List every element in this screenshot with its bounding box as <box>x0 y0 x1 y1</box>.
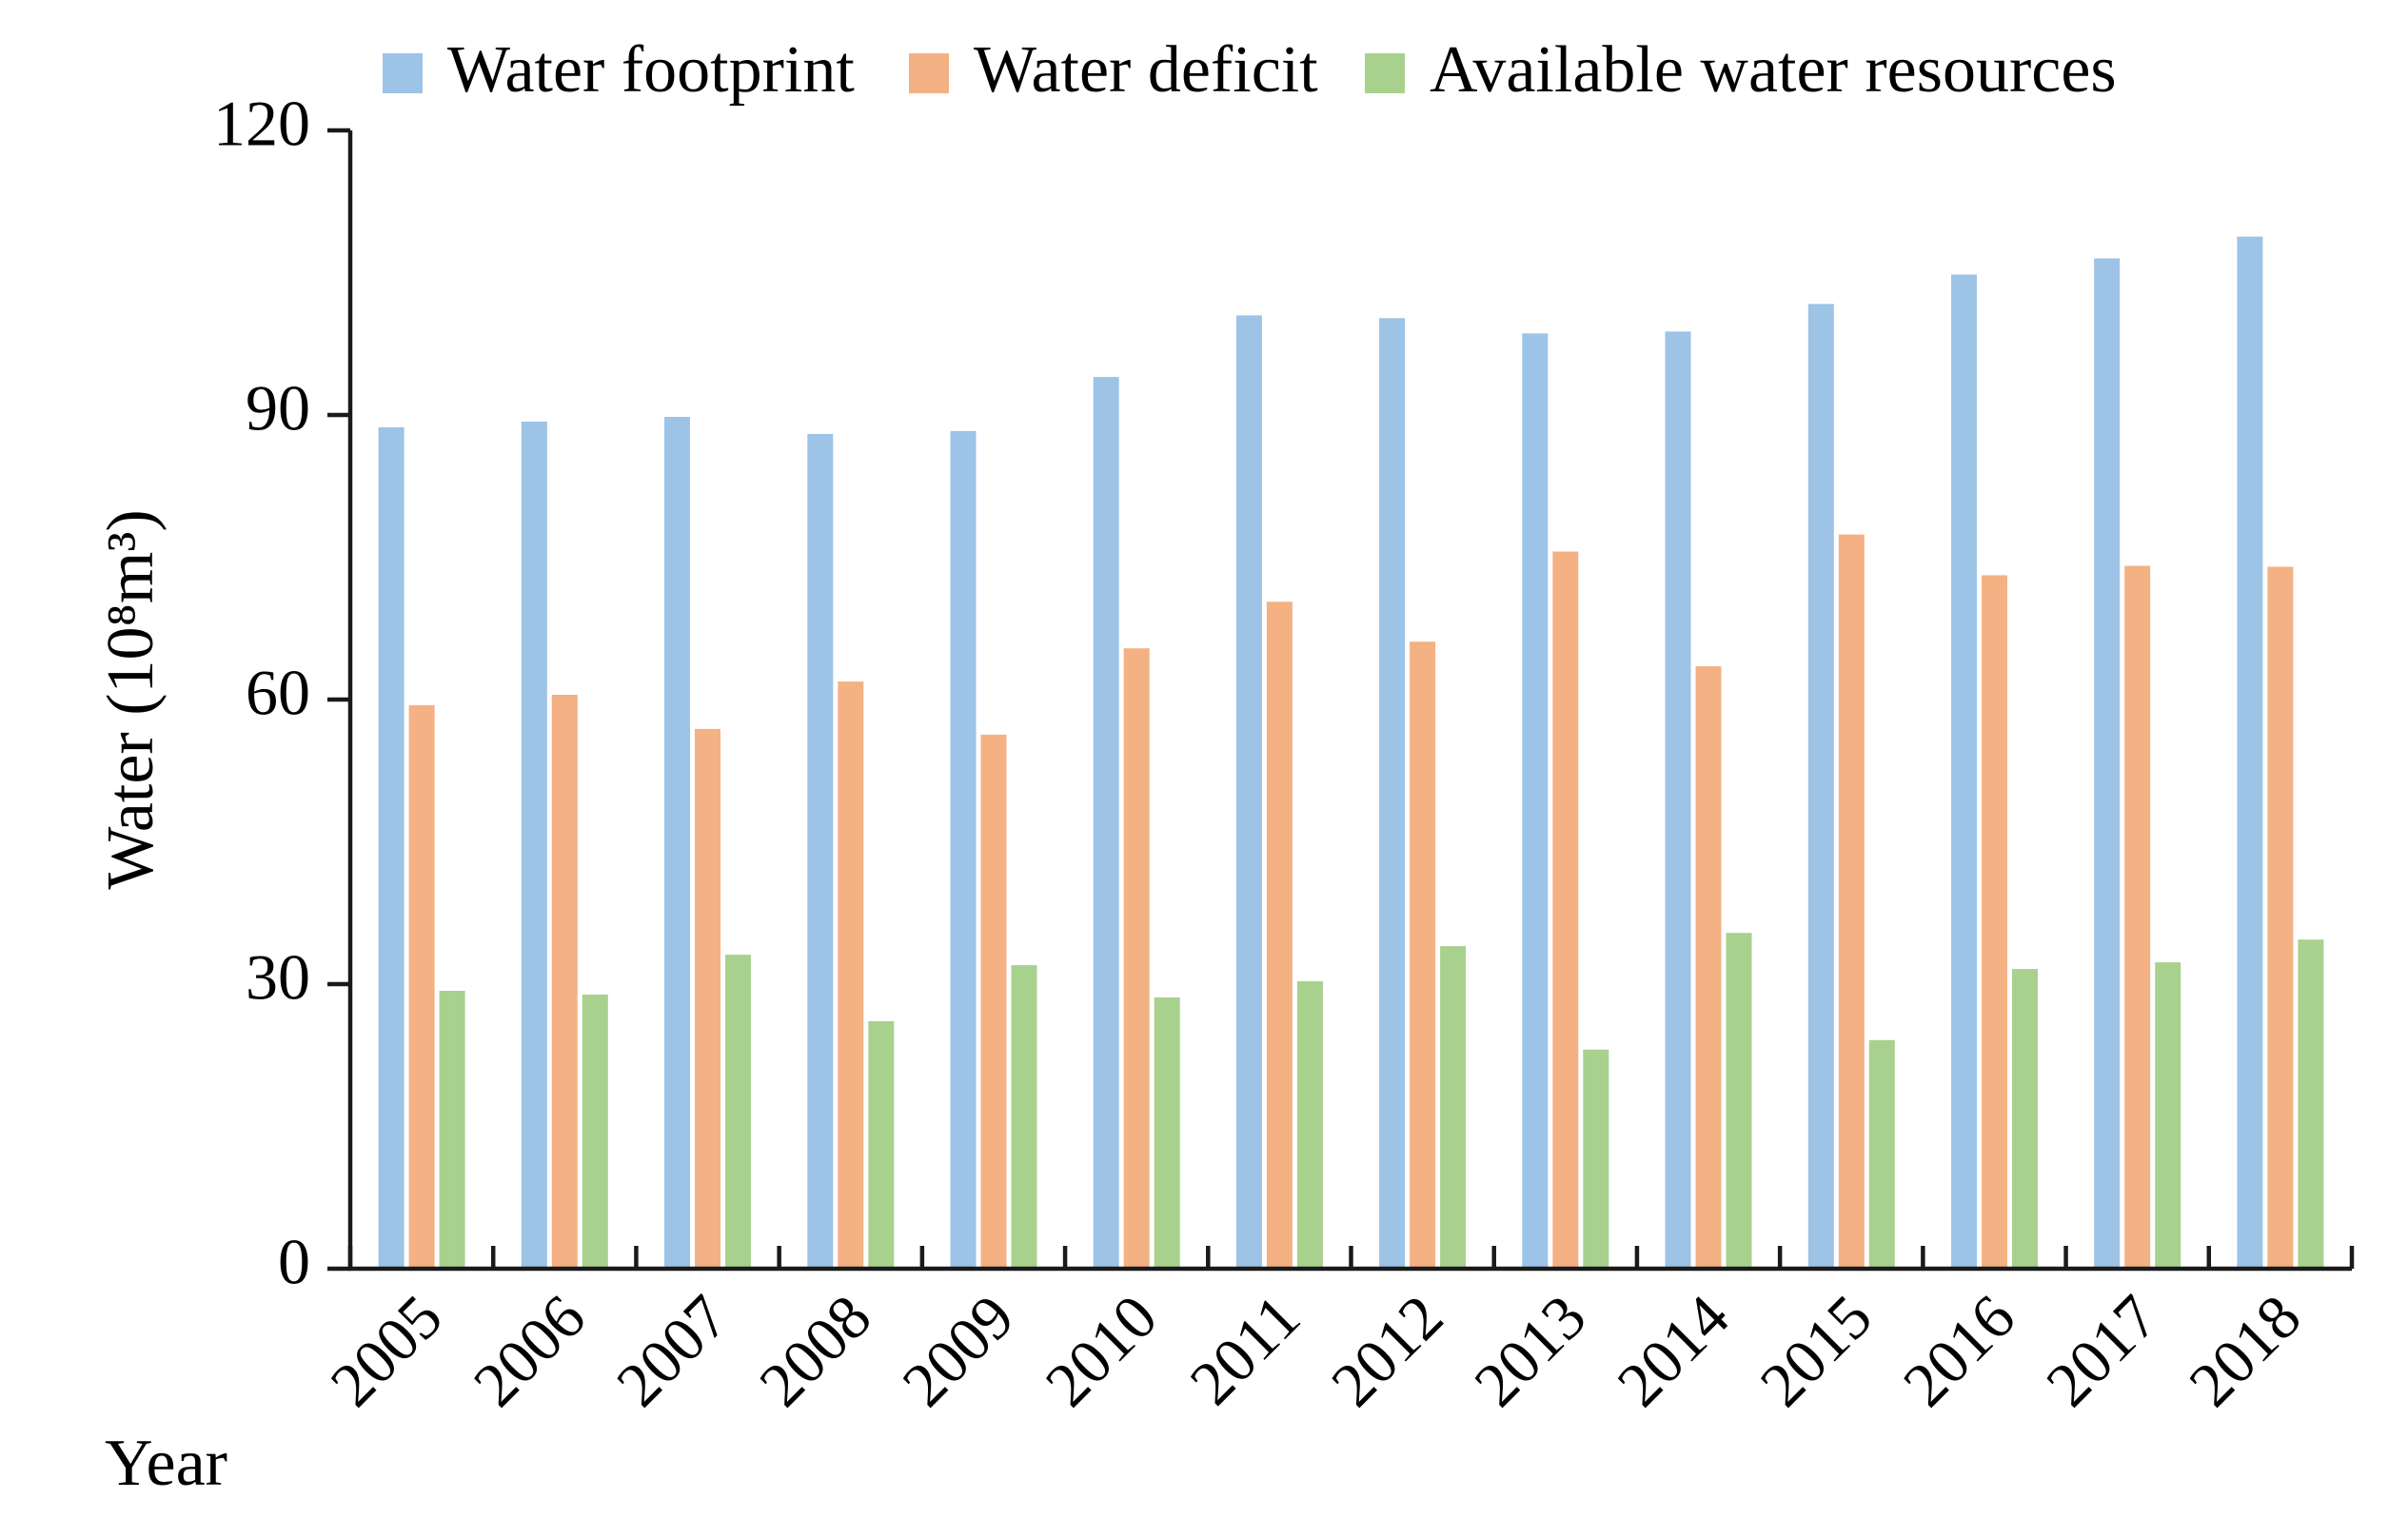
bar-water-footprint-2006 <box>521 422 547 1269</box>
x-tick-label-2007: 2007 <box>603 1282 741 1420</box>
x-tick-label-2009: 2009 <box>890 1282 1028 1420</box>
legend-swatch-water-deficit <box>909 53 949 93</box>
legend-label-available-water-resources: Available water resources <box>1430 33 2117 107</box>
x-tick-label-2018: 2018 <box>2177 1282 2315 1420</box>
x-tick-label-2005: 2005 <box>318 1282 456 1420</box>
bar-water-deficit-2005 <box>408 705 435 1269</box>
bar-water-deficit-2008 <box>838 681 864 1269</box>
bar-water-footprint-2010 <box>1093 377 1119 1270</box>
bar-available-water-resources-2013 <box>1583 1049 1609 1269</box>
bar-water-deficit-2018 <box>2267 566 2294 1269</box>
bar-water-footprint-2017 <box>2094 258 2121 1269</box>
y-tick-label-90: 90 <box>246 372 310 444</box>
bar-water-footprint-2011 <box>1235 315 1262 1269</box>
legend-label-water-deficit: Water deficit <box>974 33 1318 107</box>
legend: Water footprint Water deficit Available … <box>383 33 2117 107</box>
bar-available-water-resources-2010 <box>1154 997 1180 1269</box>
legend-label-water-footprint: Water footprint <box>447 33 855 107</box>
bar-water-footprint-2014 <box>1665 331 1691 1269</box>
bar-water-deficit-2017 <box>2124 565 2151 1269</box>
y-tick-label-0: 0 <box>278 1226 310 1298</box>
bar-water-footprint-2013 <box>1522 333 1549 1269</box>
bar-available-water-resources-2017 <box>2155 962 2181 1269</box>
bar-water-deficit-2013 <box>1552 551 1579 1269</box>
bar-water-footprint-2012 <box>1379 318 1406 1269</box>
y-tick-label-60: 60 <box>246 657 310 729</box>
y-axis-ticks: 0 30 60 90 120 <box>213 88 350 1298</box>
x-tick-label-2012: 2012 <box>1318 1282 1456 1420</box>
x-tick-label-2015: 2015 <box>1747 1282 1885 1420</box>
bar-available-water-resources-2018 <box>2298 939 2324 1269</box>
bar-water-deficit-2014 <box>1695 666 1722 1269</box>
legend-swatch-available-water-resources <box>1365 53 1405 93</box>
bars-group <box>378 236 2324 1270</box>
bar-water-footprint-2005 <box>378 427 405 1269</box>
bar-available-water-resources-2014 <box>1726 933 1752 1269</box>
bar-water-footprint-2009 <box>950 430 977 1269</box>
legend-item-available-water-resources[interactable]: Available water resources <box>1365 33 2117 107</box>
x-tick-label-2010: 2010 <box>1033 1282 1171 1420</box>
bar-available-water-resources-2006 <box>582 995 608 1269</box>
bar-water-footprint-2008 <box>807 433 834 1269</box>
x-tick-label-2011: 2011 <box>1177 1282 1313 1418</box>
bar-water-deficit-2006 <box>551 695 578 1269</box>
bar-available-water-resources-2012 <box>1440 946 1467 1269</box>
bar-available-water-resources-2015 <box>1868 1039 1895 1269</box>
legend-item-water-footprint[interactable]: Water footprint <box>383 33 855 107</box>
bar-available-water-resources-2007 <box>725 955 751 1269</box>
bar-available-water-resources-2011 <box>1296 981 1323 1269</box>
bar-available-water-resources-2009 <box>1011 965 1037 1269</box>
bar-water-deficit-2015 <box>1838 534 1865 1269</box>
bar-water-footprint-2016 <box>1951 274 1977 1269</box>
x-tick-label-2008: 2008 <box>746 1282 884 1420</box>
y-axis-label: Water (10⁸m³) <box>94 509 168 889</box>
y-tick-label-30: 30 <box>246 941 310 1014</box>
bar-water-footprint-2018 <box>2237 236 2263 1270</box>
x-tick-label-2017: 2017 <box>2033 1282 2171 1420</box>
bar-water-deficit-2010 <box>1123 648 1150 1269</box>
legend-swatch-water-footprint <box>383 53 423 93</box>
bar-available-water-resources-2016 <box>2012 969 2038 1269</box>
x-axis-ticks: 2005 2006 2007 2008 2009 2010 2011 2012 2013 2014… <box>318 1246 2355 1420</box>
legend-item-water-deficit[interactable]: Water deficit <box>909 33 1318 107</box>
bar-water-footprint-2015 <box>1807 304 1834 1269</box>
bar-available-water-resources-2008 <box>868 1020 895 1269</box>
y-tick-label-120: 120 <box>213 88 310 160</box>
x-axis-label: Year <box>105 1427 227 1500</box>
x-tick-label-2014: 2014 <box>1605 1282 1743 1420</box>
x-tick-label-2013: 2013 <box>1461 1282 1599 1420</box>
bar-water-deficit-2011 <box>1266 602 1293 1269</box>
x-tick-label-2016: 2016 <box>1890 1282 2028 1420</box>
bar-water-footprint-2007 <box>664 417 690 1269</box>
x-tick-label-2006: 2006 <box>461 1282 599 1420</box>
bar-available-water-resources-2005 <box>439 991 465 1269</box>
bar-water-deficit-2016 <box>1982 575 2007 1269</box>
bar-water-deficit-2009 <box>980 734 1007 1269</box>
bar-water-deficit-2012 <box>1410 641 1436 1269</box>
bar-water-deficit-2007 <box>695 728 720 1269</box>
